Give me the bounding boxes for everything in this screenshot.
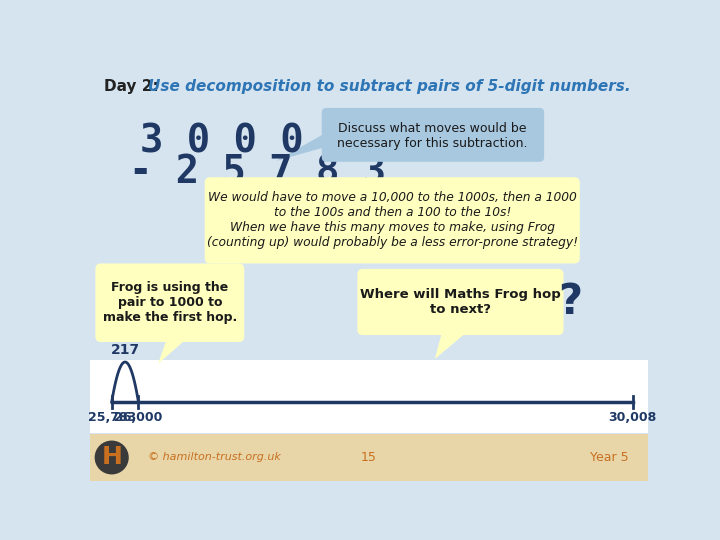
FancyBboxPatch shape [90, 434, 648, 481]
Text: ?: ? [559, 281, 582, 323]
Polygon shape [276, 130, 330, 161]
Text: Day 2:: Day 2: [104, 79, 164, 93]
Text: Frog is using the
pair to 1000 to
make the first hop.: Frog is using the pair to 1000 to make t… [103, 281, 237, 324]
FancyBboxPatch shape [96, 264, 244, 342]
Text: 3 0 0 0 8: 3 0 0 0 8 [140, 123, 351, 160]
FancyBboxPatch shape [322, 108, 544, 162]
Text: We would have to move a 10,000 to the 1000s, then a 1000
to the 100s and then a : We would have to move a 10,000 to the 10… [207, 191, 577, 249]
Text: Use decomposition to subtract pairs of 5-digit numbers.: Use decomposition to subtract pairs of 5… [148, 79, 631, 93]
Text: Year 5: Year 5 [590, 451, 629, 464]
Circle shape [94, 441, 129, 475]
Polygon shape [158, 336, 189, 363]
FancyBboxPatch shape [357, 269, 564, 335]
Polygon shape [435, 330, 469, 359]
Text: Where will Maths Frog hop
to next?: Where will Maths Frog hop to next? [360, 288, 561, 316]
Text: - 2 5 7 8 3: - 2 5 7 8 3 [129, 153, 386, 191]
Text: 26,000: 26,000 [114, 411, 163, 424]
Text: 30,008: 30,008 [608, 411, 657, 424]
Text: 15: 15 [361, 451, 377, 464]
Text: © hamilton-trust.org.uk: © hamilton-trust.org.uk [148, 453, 281, 462]
FancyBboxPatch shape [90, 360, 648, 433]
FancyBboxPatch shape [204, 177, 580, 264]
Text: 25,783: 25,783 [88, 411, 136, 424]
Text: Discuss what moves would be
necessary for this subtraction.: Discuss what moves would be necessary fo… [337, 122, 528, 150]
Text: H: H [102, 446, 122, 469]
Text: 217: 217 [110, 343, 140, 357]
